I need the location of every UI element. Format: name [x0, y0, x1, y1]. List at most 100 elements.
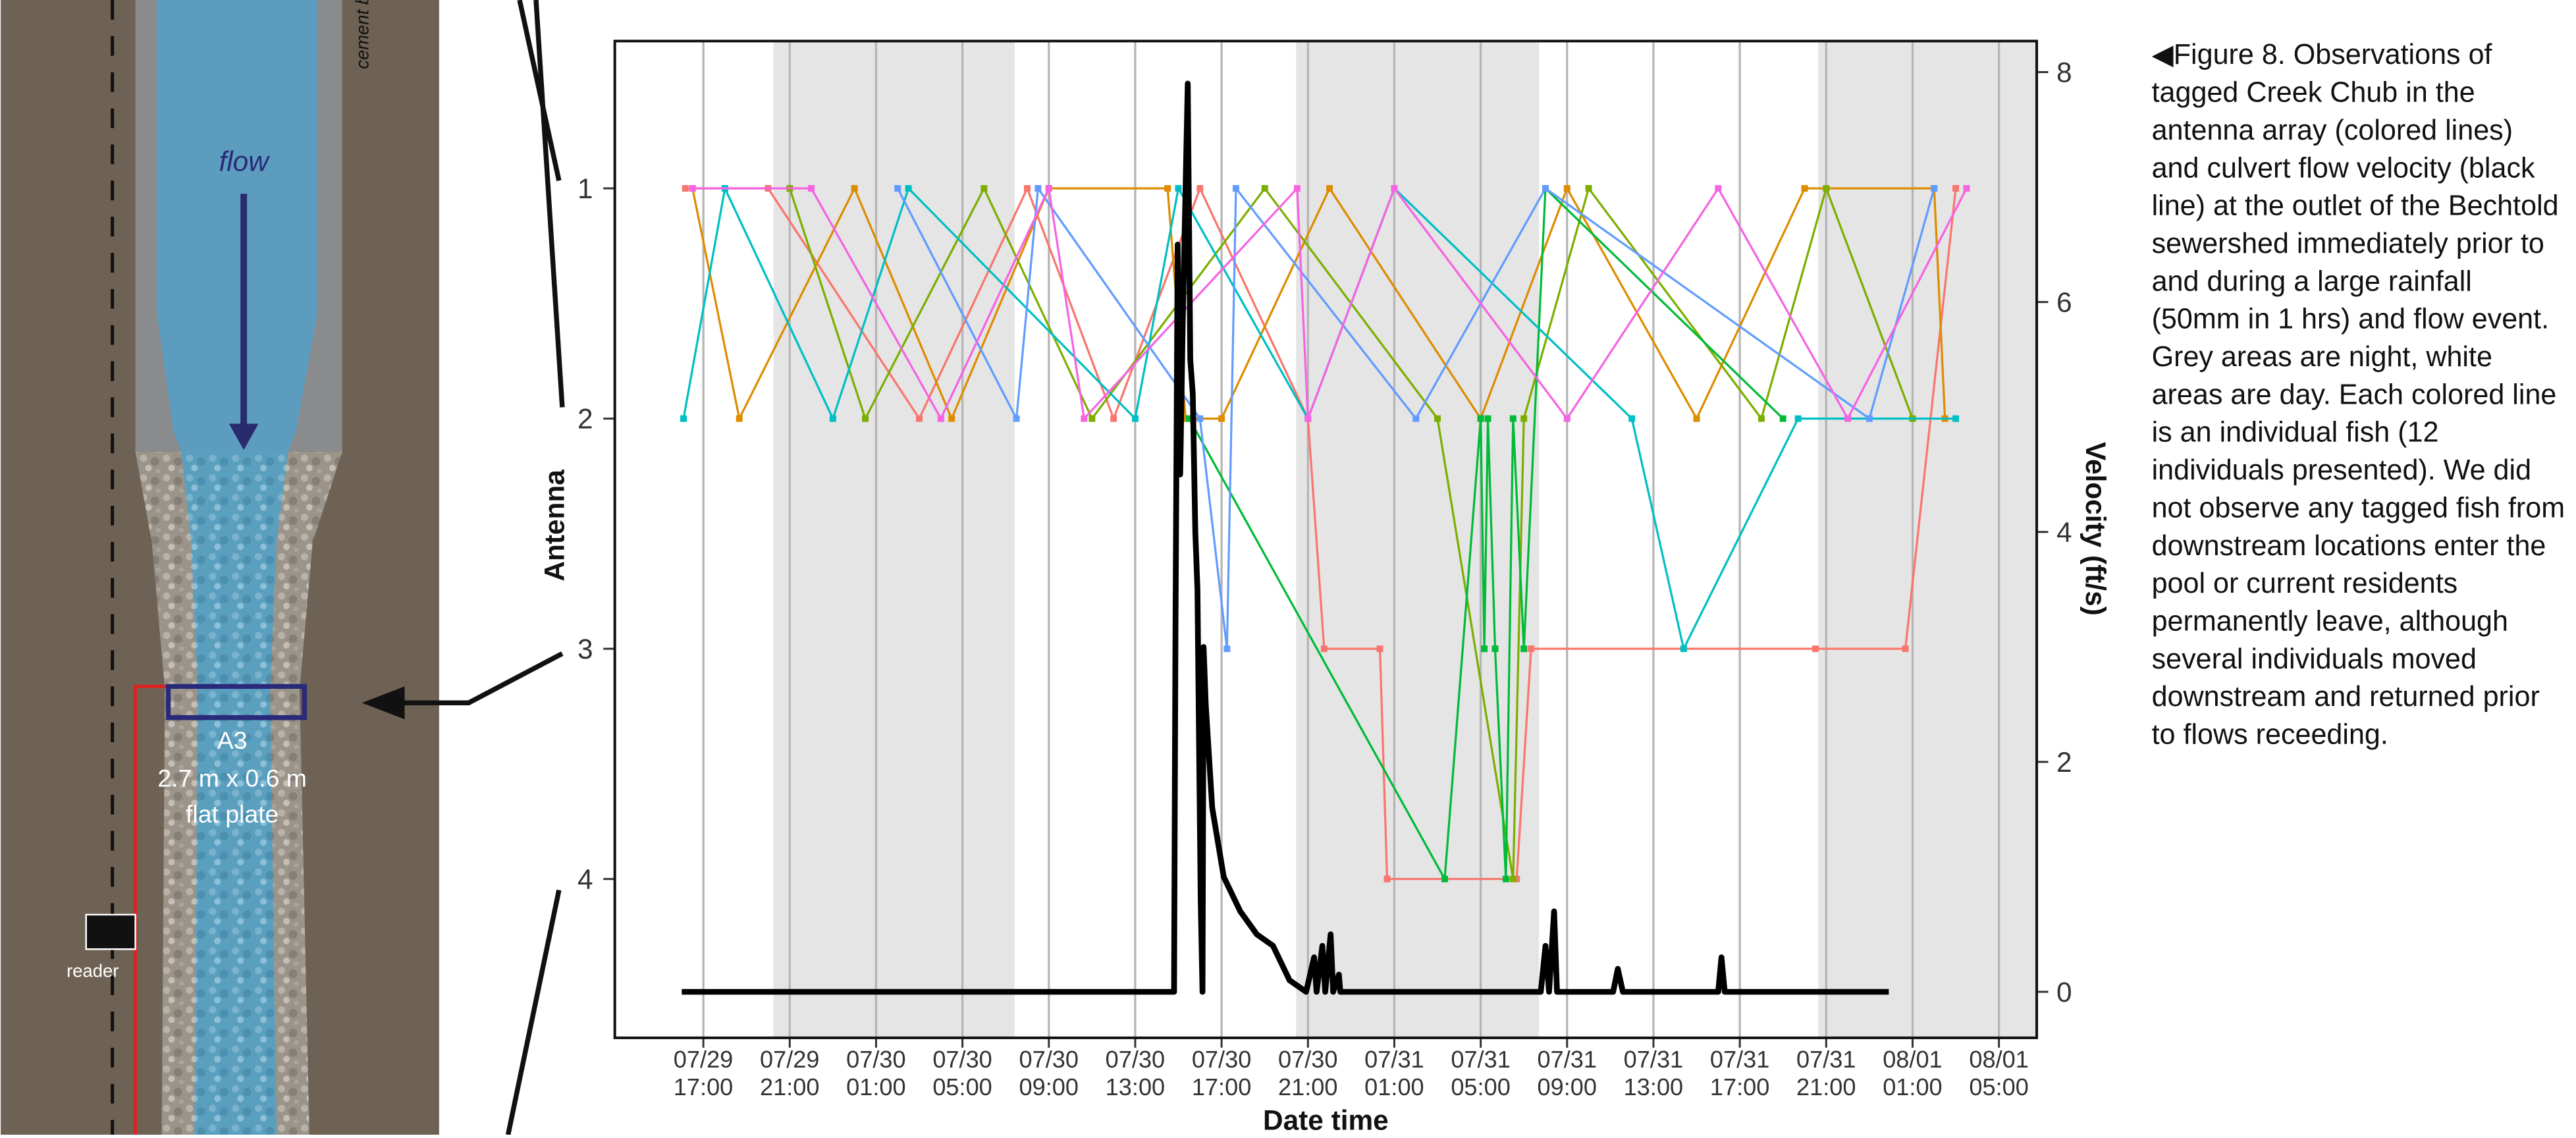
night-band: [1296, 41, 1540, 1038]
y-axis-title: Antenna: [539, 470, 570, 582]
x-tick-box: 08/01 01:00: [1883, 1047, 1943, 1102]
x-tick-box: 07/29 21:00: [759, 1047, 820, 1102]
fish-point: [1175, 185, 1182, 192]
x-tick-label: 07/30 05:00: [932, 1047, 992, 1102]
fish-point: [1509, 415, 1516, 422]
x-axis-title: Date time: [1263, 1105, 1389, 1135]
y-tick-label: 4: [577, 864, 593, 895]
fish-point: [1502, 875, 1509, 882]
cable: [134, 684, 169, 1135]
fish-line: [682, 187, 1956, 650]
plot-frame: [613, 40, 2039, 1039]
y-tick-label: 1: [577, 173, 593, 204]
x-tick-label: 07/30 01:00: [846, 1047, 906, 1102]
connector: [394, 651, 564, 705]
fish-point: [1542, 185, 1549, 192]
antenna-type: flat plate: [186, 800, 279, 828]
fish-point: [1024, 185, 1031, 192]
velocity-line: [682, 80, 1889, 995]
x-tick-label: 07/31 09:00: [1537, 1047, 1597, 1102]
y2-tick-label: 4: [2056, 517, 2072, 548]
x-tick-label: 07/30 21:00: [1278, 1047, 1338, 1102]
fish-point: [862, 415, 869, 422]
fish-point: [1844, 415, 1852, 422]
y2-tick-label: 2: [2056, 747, 2072, 778]
connector: [533, 0, 565, 408]
fish-point: [1441, 875, 1448, 882]
fish-point: [937, 415, 944, 422]
fish-point: [1520, 645, 1528, 653]
fish-point: [1412, 415, 1420, 422]
fish-point: [948, 415, 955, 422]
fish-point: [894, 185, 901, 192]
caption: ◀Figure 8. Observations of tagged Creek …: [2151, 38, 2565, 751]
fish-point: [1585, 185, 1592, 192]
x-tick-box: 07/30 09:00: [1019, 1048, 1079, 1102]
fish-point: [1320, 645, 1328, 653]
fish-point: [1223, 645, 1231, 653]
fish-point: [1952, 415, 1960, 422]
fish-point: [1376, 645, 1383, 653]
x-tick-box: 07/31 13:00: [1624, 1048, 1684, 1102]
fish-line: [896, 187, 1935, 650]
x-tick-label: 07/30 13:00: [1105, 1047, 1166, 1102]
x-tick-box: 07/31 05:00: [1451, 1047, 1511, 1102]
fish-point: [1477, 415, 1484, 422]
fish-point: [1196, 185, 1204, 192]
y-tick-label: 3: [577, 634, 593, 664]
reader-label: reader: [67, 961, 119, 981]
fish-point: [1528, 645, 1535, 653]
fish-point: [680, 415, 687, 422]
fish-point: [1088, 415, 1096, 422]
fish-point: [1520, 415, 1528, 422]
side-label: cement b: [352, 0, 373, 69]
fish-point: [1801, 185, 1808, 192]
fish-point: [808, 185, 815, 192]
fish-point: [829, 415, 836, 422]
connectors: [394, 0, 565, 1135]
fish-point: [1182, 415, 1189, 422]
x-tick-box: 07/30 13:00: [1105, 1047, 1166, 1102]
y-tick-label: 2: [577, 404, 593, 435]
fish-point: [1563, 185, 1570, 192]
fish-point: [1758, 415, 1765, 422]
fish-point: [1484, 415, 1491, 422]
fish-point: [736, 415, 743, 422]
x-tick-box: 07/31 21:00: [1796, 1047, 1856, 1102]
fish-point: [1628, 415, 1636, 422]
fish-point: [1680, 645, 1687, 653]
x-tick-box: 08/01 05:00: [1969, 1047, 2029, 1102]
fish-point: [1081, 415, 1088, 422]
caption-box: ◀Figure 8. Observations of tagged Creek …: [2151, 38, 2565, 751]
fish-point: [682, 185, 689, 192]
fish-point: [1383, 875, 1391, 882]
fish-point: [1715, 185, 1722, 192]
fish-point: [1261, 185, 1268, 192]
x-tick-box: 07/31 17:00: [1710, 1048, 1770, 1102]
x-tick-label: 07/29 21:00: [759, 1047, 820, 1102]
fish-point: [905, 185, 912, 192]
fish-point: [1563, 415, 1570, 422]
fish-point: [1481, 645, 1488, 653]
fish-point: [1823, 185, 1830, 192]
x-tick-label: 08/01 01:00: [1883, 1047, 1943, 1102]
fish-point: [1491, 645, 1499, 653]
x-tick-label: 07/31 01:00: [1364, 1047, 1424, 1102]
x-tick-box: 07/30 21:00: [1278, 1047, 1338, 1102]
x-tick-box: 07/31 09:00: [1537, 1047, 1597, 1102]
reader-box: [85, 913, 136, 950]
x-tick-label: 07/31 05:00: [1451, 1047, 1511, 1102]
fish-point: [980, 185, 988, 192]
fish-point: [1293, 185, 1301, 192]
culvert-diagram: flow A3 2.7 m x 0.6 m flat plate reader …: [1, 0, 565, 1135]
x-tick-box: 07/29 17:00: [674, 1048, 734, 1102]
x-tick-label: 08/01 05:00: [1969, 1047, 2029, 1102]
fish-point: [1693, 415, 1700, 422]
fish-point: [851, 185, 858, 192]
fish-point: [1218, 415, 1225, 422]
antenna-box: [165, 684, 308, 720]
fish-point: [916, 415, 923, 422]
fish-line: [692, 187, 1968, 420]
x-tick-label: 07/31 21:00: [1796, 1047, 1856, 1102]
